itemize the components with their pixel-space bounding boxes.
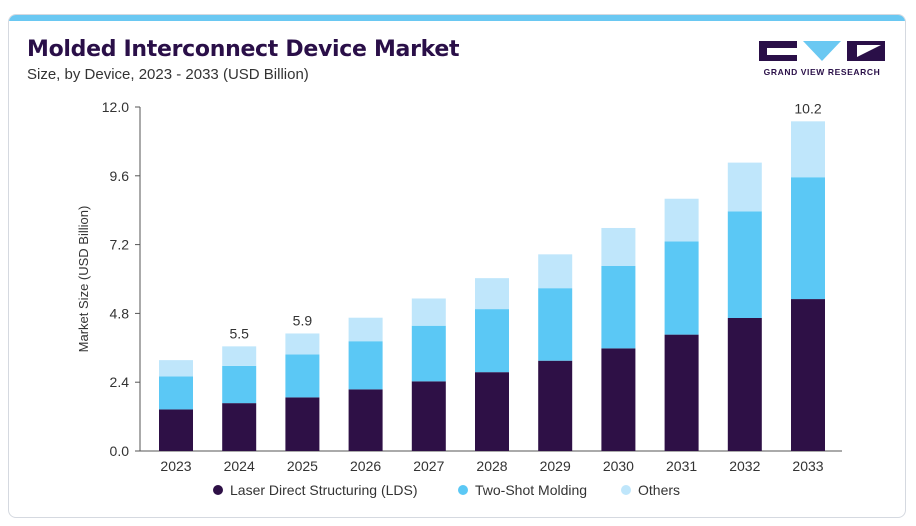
bar-segment [538, 288, 573, 361]
bar-segment [411, 381, 446, 451]
bar-segment [285, 354, 320, 398]
x-tick-label: 2024 [224, 458, 255, 474]
bar-segment [348, 341, 383, 390]
x-tick-label: 2025 [287, 458, 318, 474]
bar-segment [475, 372, 509, 451]
bar-segment [475, 309, 509, 373]
bar-segment [222, 403, 257, 451]
bar-segment [601, 348, 636, 451]
bar-segment [601, 265, 636, 349]
bar-segment [664, 241, 699, 335]
y-tick-label: 7.2 [110, 237, 130, 253]
bar-segment [159, 376, 193, 410]
bar-segment [285, 333, 320, 355]
bar-segment [791, 121, 825, 178]
bar-segment [159, 409, 193, 451]
data-label: 5.5 [229, 325, 249, 341]
bar-segment [475, 278, 509, 310]
x-tick-label: 2030 [603, 458, 634, 474]
data-label: 10.2 [794, 100, 821, 116]
x-tick-label: 2027 [413, 458, 444, 474]
legend-swatch [213, 485, 223, 495]
y-tick-label: 12.0 [102, 99, 129, 115]
bar-segment [222, 365, 257, 404]
bar-segment [159, 360, 193, 377]
x-tick-label: 2023 [160, 458, 191, 474]
bar-segment [348, 389, 383, 451]
legend-label: Laser Direct Structuring (LDS) [230, 482, 418, 498]
y-tick-label: 9.6 [110, 168, 130, 184]
x-tick-label: 2032 [729, 458, 760, 474]
legend-swatch [458, 485, 468, 495]
y-axis-label: Market Size (USD Billion) [76, 206, 91, 353]
bar-segment [348, 317, 383, 342]
logo-text: GRAND VIEW RESEARCH [763, 67, 881, 77]
legend-label: Others [638, 482, 680, 498]
brand-logo: GRAND VIEW RESEARCH [757, 39, 887, 83]
bar-segment [538, 254, 573, 289]
bar-segment [664, 198, 699, 242]
x-tick-label: 2029 [540, 458, 571, 474]
x-tick-label: 2031 [666, 458, 697, 474]
x-tick-label: 2033 [792, 458, 823, 474]
y-tick-label: 4.8 [110, 305, 130, 321]
bar-segment [411, 298, 446, 326]
y-tick-label: 0.0 [110, 443, 130, 459]
bar-segment [791, 177, 825, 300]
bar-segment [791, 299, 825, 451]
bar-segment [285, 397, 320, 451]
bar-segment [601, 227, 636, 266]
y-tick-label: 2.4 [110, 374, 130, 390]
data-label: 5.9 [293, 312, 313, 328]
bar-segment [664, 334, 699, 451]
legend-swatch [621, 485, 631, 495]
bar-segment [727, 162, 762, 212]
x-tick-label: 2028 [476, 458, 507, 474]
legend-label: Two-Shot Molding [475, 482, 587, 498]
bar-segment [538, 360, 573, 451]
chart-subtitle: Size, by Device, 2023 - 2033 (USD Billio… [27, 66, 309, 83]
accent-bar [9, 15, 905, 21]
page-title: Molded Interconnect Device Market [27, 37, 460, 62]
x-tick-label: 2026 [350, 458, 381, 474]
bar-segment [411, 325, 446, 382]
bar-segment [727, 211, 762, 318]
logo-mark-icon [759, 41, 885, 61]
bar-segment [222, 346, 257, 366]
bar-segment [727, 317, 762, 451]
